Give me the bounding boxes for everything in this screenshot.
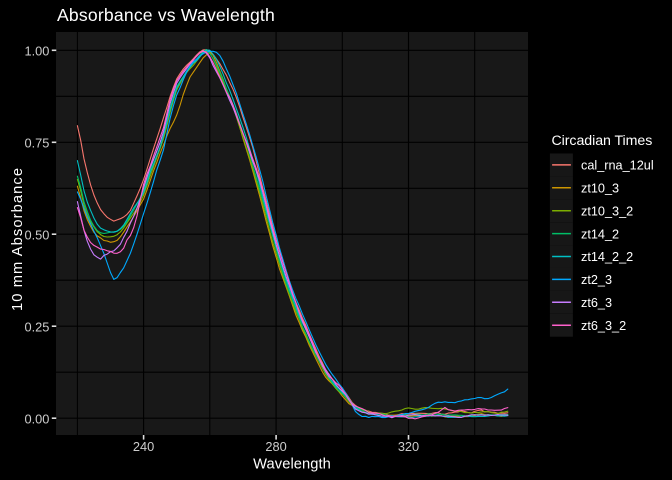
svg-text:0.25: 0.25 — [24, 319, 49, 334]
svg-text:cal_rna_12ul: cal_rna_12ul — [581, 159, 654, 173]
svg-text:320: 320 — [398, 439, 419, 454]
svg-text:10 mm Absorbance: 10 mm Absorbance — [10, 168, 26, 311]
svg-text:zt2_3: zt2_3 — [581, 273, 612, 287]
svg-text:1.00: 1.00 — [24, 44, 49, 59]
svg-text:zt10_3_2: zt10_3_2 — [581, 204, 633, 218]
svg-text:280: 280 — [265, 439, 286, 454]
svg-text:Circadian Times: Circadian Times — [552, 133, 653, 149]
svg-text:zt6_3: zt6_3 — [581, 296, 612, 310]
svg-text:zt14_2_2: zt14_2_2 — [581, 250, 633, 264]
svg-text:zt14_2: zt14_2 — [581, 227, 619, 241]
svg-text:0.00: 0.00 — [24, 411, 49, 426]
svg-text:240: 240 — [133, 439, 154, 454]
svg-text:0.50: 0.50 — [24, 227, 49, 242]
svg-text:0.75: 0.75 — [24, 136, 49, 151]
svg-text:zt6_3_2: zt6_3_2 — [581, 319, 626, 333]
svg-text:Absorbance vs Wavelength: Absorbance vs Wavelength — [57, 5, 275, 25]
svg-text:zt10_3: zt10_3 — [581, 182, 619, 196]
svg-text:Wavelength: Wavelength — [253, 457, 331, 473]
